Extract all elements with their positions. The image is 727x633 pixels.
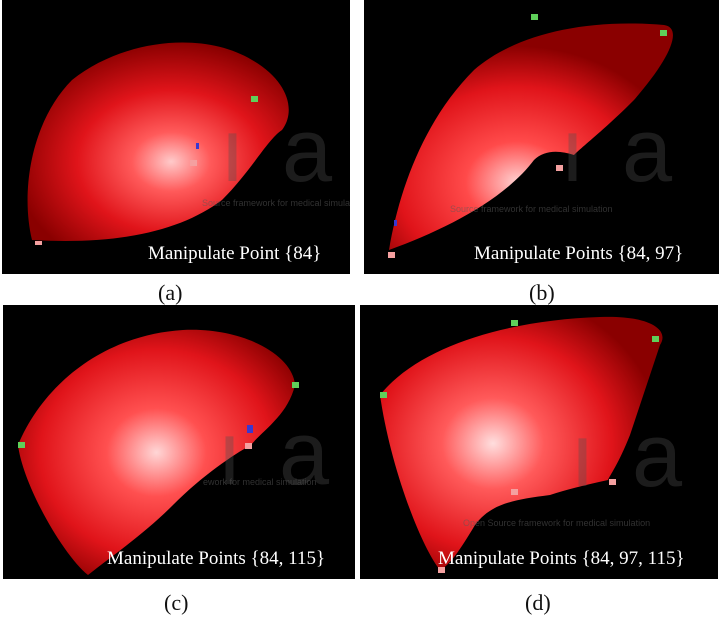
fixed-point-marker	[18, 442, 25, 448]
panel-caption: Manipulate Point {84}	[148, 243, 322, 264]
manipulated-point-marker	[388, 252, 395, 258]
panel-d: ı a Open Source framework for medical si…	[360, 305, 718, 579]
liver-render-b	[389, 23, 673, 250]
target-point-marker	[394, 220, 397, 226]
watermark-text: Source framework for medical simulation	[202, 198, 350, 208]
manipulated-point-marker	[438, 567, 445, 573]
manipulated-point-marker	[609, 479, 616, 485]
liver-render-a	[27, 42, 289, 241]
fixed-point-marker	[292, 382, 299, 388]
fixed-point-marker	[251, 96, 258, 102]
panel-label: (d)	[525, 590, 551, 615]
panel-caption: Manipulate Points {84, 97}	[474, 243, 684, 264]
fixed-point-marker	[652, 336, 659, 342]
fixed-point-marker	[380, 392, 387, 398]
panel-label: (c)	[164, 590, 189, 615]
manipulated-point-marker	[511, 489, 518, 495]
panel-b: ı a Source framework for medical simulat…	[364, 0, 719, 274]
fixed-point-marker	[531, 14, 538, 20]
liver-render-d	[380, 316, 663, 570]
panel-c: ı a ework for medical simulation Manipul…	[3, 305, 355, 579]
fixed-point-marker	[511, 320, 518, 326]
panel-a: ı a Source framework for medical simulat…	[2, 0, 350, 274]
target-point-marker	[247, 425, 253, 433]
manipulated-point-marker	[35, 241, 42, 245]
watermark-text: Open Source framework for medical simula…	[463, 518, 651, 528]
liver-render-c	[18, 329, 295, 575]
watermark-text: ework for medical simulation	[203, 477, 317, 487]
manipulated-point-marker	[245, 443, 252, 449]
panel-caption: Manipulate Points {84, 97, 115}	[438, 548, 685, 569]
watermark-text: Source framework for medical simulation	[450, 204, 613, 214]
manipulated-point-marker	[190, 160, 197, 166]
fixed-point-marker	[660, 30, 667, 36]
panel-label: (a)	[158, 280, 183, 305]
panel-caption: Manipulate Points {84, 115}	[107, 548, 326, 569]
manipulated-point-marker	[556, 165, 563, 171]
target-point-marker	[196, 143, 199, 149]
panel-label: (b)	[529, 280, 555, 305]
